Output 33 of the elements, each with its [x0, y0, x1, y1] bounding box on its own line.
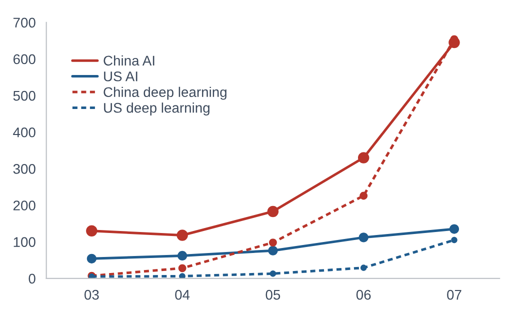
y-tick-label: 0 [28, 274, 36, 284]
y-tick-label: 500 [13, 90, 36, 101]
point [176, 230, 188, 241]
x-tick-label: 06 [356, 290, 371, 300]
point [178, 264, 186, 272]
legend-label: US AI [104, 71, 138, 82]
legend-label: China AI [104, 55, 154, 66]
y-tick-label: 300 [13, 164, 36, 174]
x-tick-label: 05 [266, 290, 280, 300]
legend-label: China deep learning [104, 86, 226, 100]
point [358, 152, 370, 164]
point [178, 250, 188, 261]
point [86, 254, 96, 264]
point [449, 224, 460, 234]
point [360, 264, 367, 271]
point [268, 246, 278, 256]
y-tick-label: 600 [13, 54, 36, 64]
point [451, 236, 458, 244]
x-tick-label: 04 [175, 290, 190, 300]
legend-label: US deep learning [104, 102, 210, 116]
point [358, 232, 368, 242]
y-tick-label: 100 [14, 237, 36, 247]
point [360, 192, 368, 200]
point [267, 206, 279, 218]
y-tick-label: 700 [13, 18, 36, 28]
x-tick-label: 03 [84, 290, 99, 300]
point [86, 225, 98, 236]
y-tick-label: 200 [13, 200, 36, 210]
point [270, 270, 276, 277]
point [179, 273, 186, 278]
point [268, 238, 277, 247]
x-tick-label: 07 [447, 290, 462, 300]
y-tick-label: 400 [13, 127, 36, 138]
